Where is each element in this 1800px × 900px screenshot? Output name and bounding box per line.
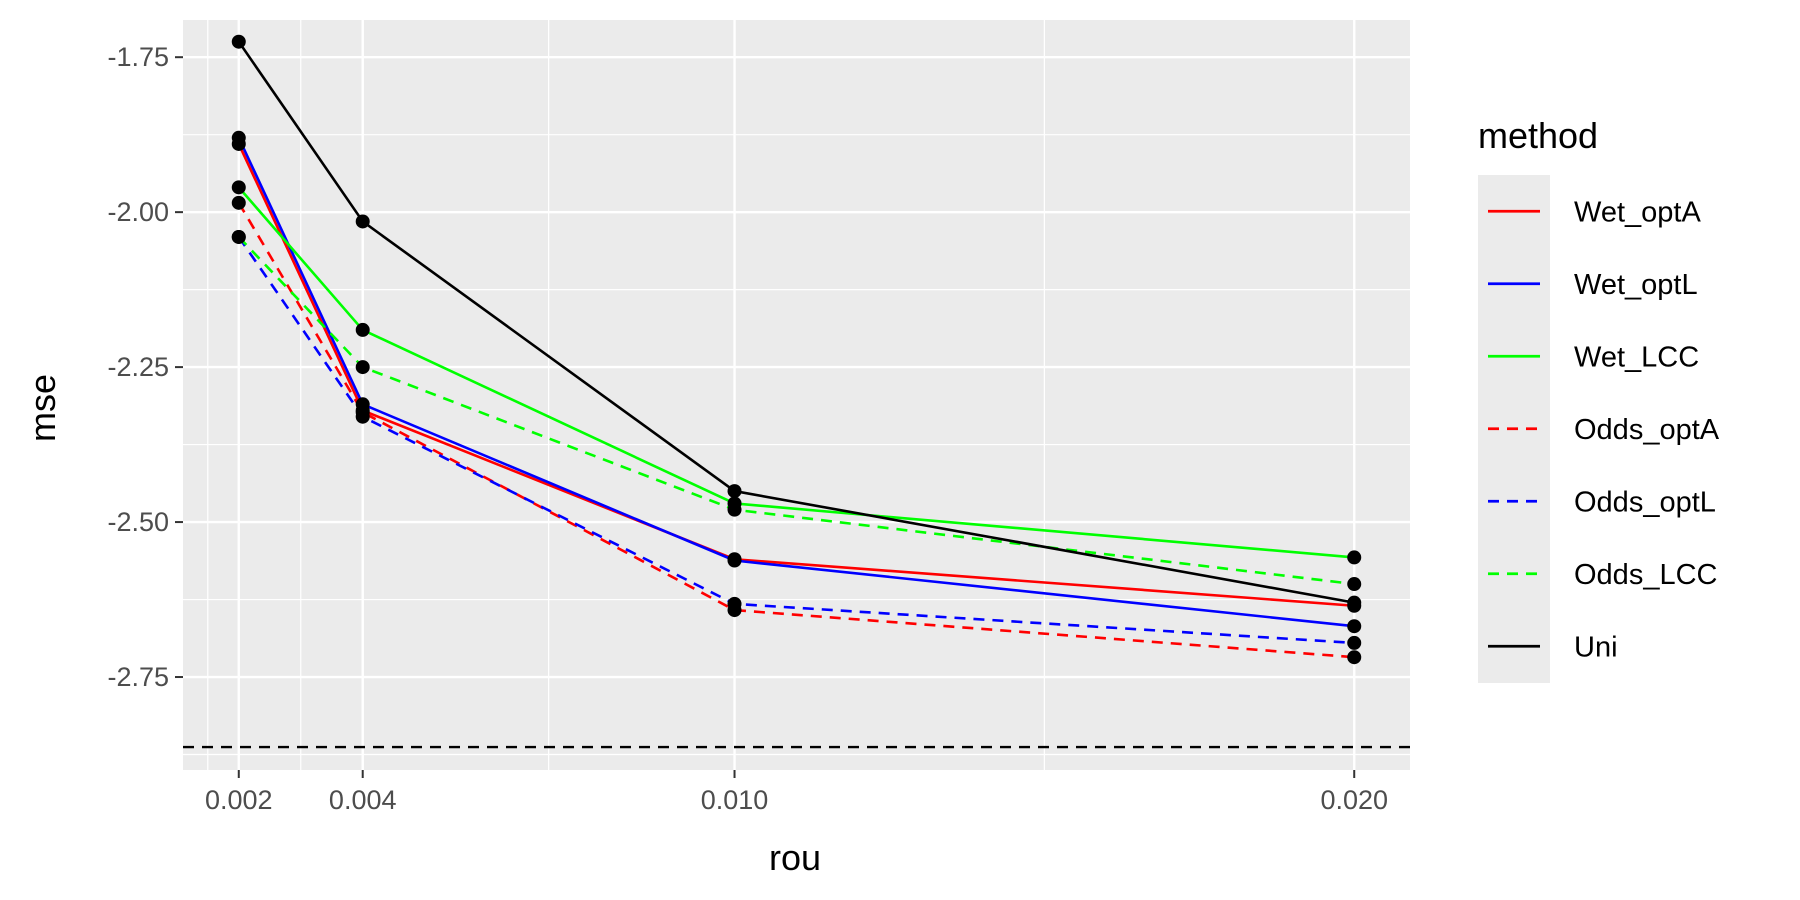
series-line-Odds_optL bbox=[237, 236, 1355, 645]
y-tick-label: -2.25 bbox=[107, 352, 169, 382]
y-tick-label: -1.75 bbox=[107, 42, 169, 72]
x-tick-label: 0.004 bbox=[329, 785, 397, 815]
data-point-Odds_optL bbox=[727, 596, 742, 611]
y-axis-ticks: -1.75 -2.00 -2.25 -2.50 -2.75 bbox=[107, 42, 183, 692]
data-point-Odds_LCC bbox=[355, 360, 370, 375]
data-point-Wet_optL bbox=[1347, 619, 1362, 634]
x-axis-ticks: 0.002 0.004 0.010 0.020 bbox=[205, 770, 1388, 815]
data-point-Uni bbox=[231, 34, 246, 49]
legend-label-Wet_LCC: Wet_LCC bbox=[1574, 341, 1699, 373]
data-point-Uni bbox=[727, 484, 742, 499]
x-axis-title: rou bbox=[769, 837, 821, 878]
series-line-Odds_optA bbox=[237, 202, 1355, 659]
data-point-Uni bbox=[1347, 595, 1362, 610]
x-tick-label: 0.010 bbox=[701, 785, 769, 815]
y-tick-label: -2.50 bbox=[107, 507, 169, 537]
series-points bbox=[231, 34, 1362, 665]
x-tick-label: 0.002 bbox=[205, 785, 273, 815]
data-point-Wet_LCC bbox=[355, 322, 370, 337]
data-point-Uni bbox=[355, 214, 370, 229]
legend-title: method bbox=[1478, 115, 1598, 156]
data-point-Odds_optL bbox=[355, 409, 370, 424]
data-point-Odds_LCC bbox=[727, 502, 742, 517]
data-point-Odds_optA bbox=[1347, 650, 1362, 665]
data-point-Wet_optL bbox=[231, 130, 246, 145]
data-point-Odds_optA bbox=[231, 195, 246, 210]
series-line-Wet_optL bbox=[237, 137, 1355, 628]
data-point-Wet_LCC bbox=[231, 180, 246, 195]
y-tick-label: -2.75 bbox=[107, 662, 169, 692]
plot-panel-background bbox=[183, 20, 1410, 770]
series-lines bbox=[237, 40, 1355, 659]
major-gridlines bbox=[183, 20, 1410, 770]
series-line-Uni bbox=[237, 40, 1355, 604]
data-point-Odds_LCC bbox=[231, 229, 246, 244]
data-point-Odds_optL bbox=[1347, 635, 1362, 650]
series-line-Wet_optA bbox=[237, 143, 1355, 608]
x-tick-label: 0.020 bbox=[1320, 785, 1388, 815]
y-tick-label: -2.00 bbox=[107, 197, 169, 227]
data-point-Wet_optL bbox=[727, 553, 742, 568]
legend: method Wet_optA Wet_optL Wet_LCC Odds_optA O… bbox=[1478, 115, 1720, 683]
legend-label-Odds_LCC: Odds_LCC bbox=[1574, 559, 1717, 591]
legend-label-Wet_optA: Wet_optA bbox=[1574, 196, 1701, 228]
legend-label-Odds_optA: Odds_optA bbox=[1574, 414, 1720, 446]
data-point-Odds_LCC bbox=[1347, 577, 1362, 592]
legend-items: Wet_optA Wet_optL Wet_LCC Odds_optA Odds_opt… bbox=[1488, 196, 1720, 663]
minor-gridlines bbox=[183, 20, 1410, 770]
series-line-Wet_LCC bbox=[237, 186, 1355, 559]
y-axis-title: mse bbox=[22, 374, 63, 442]
legend-label-Odds_optL: Odds_optL bbox=[1574, 486, 1716, 518]
data-point-Wet_LCC bbox=[1347, 550, 1362, 565]
legend-label-Wet_optL: Wet_optL bbox=[1574, 269, 1698, 301]
legend-label-Uni: Uni bbox=[1574, 631, 1618, 663]
